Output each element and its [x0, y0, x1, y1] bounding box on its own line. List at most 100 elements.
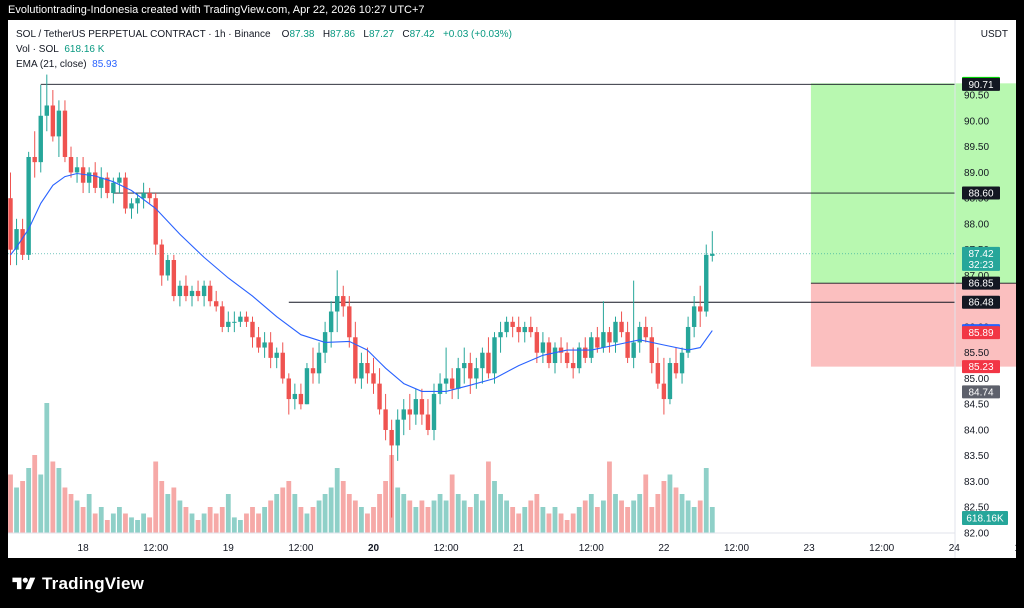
time-tick-label: 24 [949, 543, 961, 554]
volume-bar [613, 494, 618, 533]
volume-bar [183, 507, 189, 533]
volume-bar [480, 500, 485, 533]
candle-body [679, 352, 685, 374]
time-tick-label: 23 [804, 543, 816, 554]
volume-bar [135, 520, 140, 533]
volume-bar [171, 487, 177, 533]
candle-body [528, 326, 533, 333]
volume-bar [56, 468, 62, 533]
tradingview-logo[interactable]: TradingView [10, 574, 144, 594]
candle-body [86, 172, 92, 183]
price-label-box [962, 326, 1000, 340]
price-label-text: 85.23 [968, 362, 993, 373]
candle-body [68, 156, 74, 173]
candle-body [250, 321, 255, 338]
volume-bar [643, 474, 649, 533]
volume-bar [461, 500, 467, 533]
candle-body [365, 363, 370, 374]
candle-body [129, 203, 134, 209]
legend-close-label: C [402, 29, 410, 40]
candle-body [661, 383, 667, 400]
volume-bar [619, 500, 624, 533]
time-tick-label: 12:00 [434, 543, 459, 554]
volume-bar [92, 513, 98, 533]
price-label-countdown: 32:23 [968, 260, 993, 271]
price-tick-label: 83.00 [964, 477, 989, 488]
volume-bar [594, 507, 600, 533]
candle-body [407, 409, 412, 415]
candle-body [625, 332, 630, 358]
legend-ema-value: 85.93 [92, 59, 118, 70]
candle-body [93, 172, 98, 188]
volume-bar [558, 513, 564, 533]
volume-bar [244, 513, 249, 533]
legend-volume-label: Vol · SOL [16, 44, 59, 55]
volume-bar [431, 500, 437, 533]
chart-frame[interactable]: 82.00 82.50 83.00 83.50 84.00 84.50 85.00 85.50… [8, 20, 1016, 558]
time-tick-label: 18 [78, 543, 90, 554]
price-tick-label: 84.00 [964, 425, 989, 436]
candle-body [99, 177, 104, 188]
volume-bar [359, 507, 364, 533]
volume-bar [528, 500, 534, 533]
volume-bar [401, 494, 407, 533]
time-tick-label: 19 [223, 543, 235, 554]
volume-bar [141, 513, 146, 533]
volume-bar [631, 500, 637, 533]
price-label-box [962, 276, 1000, 290]
candle-body [449, 378, 455, 389]
tradingview-brand-text: TradingView [42, 574, 145, 593]
price-tick-label: 90.00 [964, 116, 989, 127]
volume-bar [522, 507, 528, 533]
volume-bar [504, 500, 509, 533]
volume-bar [298, 507, 304, 533]
candle-body [431, 393, 437, 430]
candle-body [195, 290, 201, 297]
price-label-box [962, 385, 1000, 399]
volume-bar [62, 487, 68, 533]
candle-body [56, 110, 62, 137]
volume-bar [377, 494, 382, 533]
candle-body [631, 342, 636, 358]
volume-bar [195, 520, 201, 533]
candle-body [371, 373, 376, 384]
candle-body [359, 363, 364, 379]
candle-body [534, 332, 540, 353]
candle-body [552, 347, 558, 364]
volume-bar [280, 487, 286, 533]
candle-body [183, 285, 189, 297]
price-tick-label: 89.50 [964, 142, 989, 153]
volume-label-box [962, 511, 1008, 525]
volume-bar [262, 507, 267, 533]
candle-body [310, 368, 316, 374]
price-label-box [962, 295, 1000, 309]
volume-bar [473, 494, 479, 533]
candle-body [649, 337, 654, 364]
candle-body [456, 368, 461, 389]
time-tick-label: 20 [368, 543, 380, 554]
volume-bar [443, 500, 449, 533]
price-label-box [962, 246, 1000, 271]
volume-bar [38, 474, 44, 533]
time-tick-label: 21 [513, 543, 525, 554]
volume-bar [685, 500, 691, 533]
price-label-text: 88.60 [968, 189, 993, 200]
chart-canvas[interactable]: 82.00 82.50 83.00 83.50 84.00 84.50 85.00 85.50… [8, 20, 1016, 558]
candle-body [50, 105, 56, 137]
volume-bar [570, 513, 576, 533]
legend-open-label: O [281, 29, 290, 40]
volume-bar [516, 513, 522, 533]
candle-body [135, 198, 140, 204]
candle-body [214, 301, 219, 307]
candle-body [26, 156, 31, 255]
volume-bar [334, 468, 340, 533]
volume-bar [601, 500, 606, 533]
price-tick-label: 90.50 [964, 91, 989, 102]
volume-bar [667, 474, 673, 533]
attribution-text: Evolutiontrading-Indonesia created with … [8, 4, 425, 16]
candle-body [123, 177, 128, 209]
candle-body [220, 306, 225, 327]
candle-body [38, 115, 43, 163]
volume-bar [147, 517, 153, 533]
candle-body [486, 352, 491, 374]
